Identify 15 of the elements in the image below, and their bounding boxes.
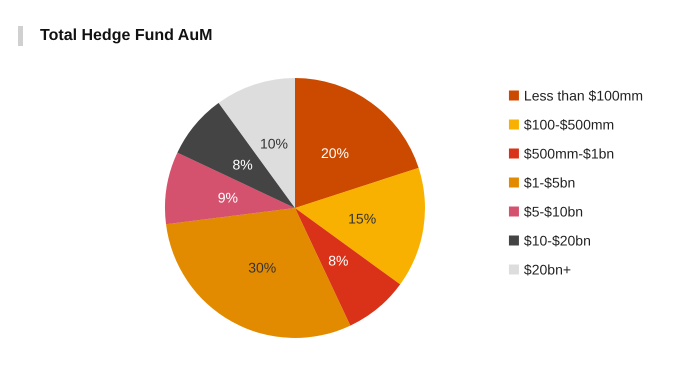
legend-label: $500mm-$1bn xyxy=(524,146,614,162)
chart-title: Total Hedge Fund AuM xyxy=(40,27,212,45)
data-label: 8% xyxy=(232,156,253,173)
data-label: 30% xyxy=(248,260,276,276)
legend-label: $100-$500mm xyxy=(524,116,614,132)
legend-label: $10-$20bn xyxy=(524,232,591,248)
data-label: 9% xyxy=(218,189,238,206)
legend-label: $5-$10bn xyxy=(524,204,584,220)
data-label: 8% xyxy=(328,252,348,268)
data-label: 20% xyxy=(320,144,349,161)
data-label: 10% xyxy=(260,135,288,152)
legend-label: $1-$5bn xyxy=(524,174,576,190)
legend-label: Less than $100mm xyxy=(524,88,644,104)
data-label: 15% xyxy=(348,210,376,227)
legend-label: $20bn+ xyxy=(524,262,572,278)
